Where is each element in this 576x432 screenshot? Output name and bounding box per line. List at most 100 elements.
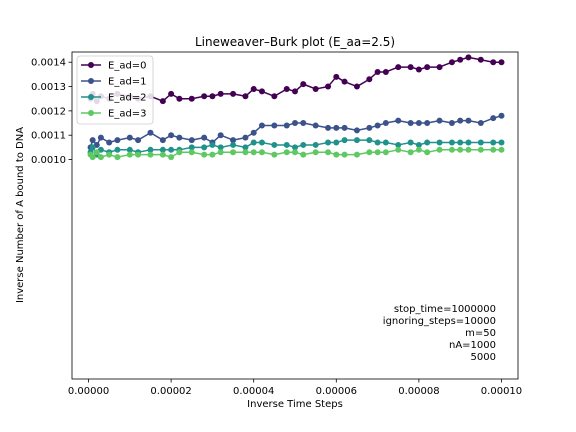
data-point	[457, 56, 464, 63]
data-point	[424, 64, 431, 71]
data-point	[93, 149, 100, 156]
data-point	[292, 88, 298, 95]
data-point	[477, 120, 484, 127]
data-point	[498, 112, 505, 119]
legend-label: E_ad=1	[108, 77, 147, 88]
data-point	[258, 139, 265, 146]
data-point	[366, 137, 373, 144]
data-point	[366, 124, 373, 131]
y-tick-label: 0.0012	[31, 106, 66, 117]
x-tick-label: 0.00002	[150, 386, 191, 397]
legend-label: E_ad=0	[108, 61, 147, 72]
legend-item: E_ad=3	[81, 109, 147, 120]
data-point	[312, 141, 319, 148]
data-point	[176, 95, 183, 102]
data-point	[341, 78, 348, 85]
data-point	[292, 120, 298, 127]
data-point	[209, 93, 216, 100]
data-point	[271, 93, 278, 100]
data-point	[325, 124, 332, 131]
data-point	[106, 151, 113, 158]
y-tick-label: 0.0013	[31, 82, 66, 93]
data-point	[436, 64, 443, 71]
data-point	[283, 122, 290, 129]
data-point	[333, 124, 340, 131]
chart-title: Lineweaver–Burk plot (E_aa=2.5)	[195, 35, 395, 49]
data-point	[176, 134, 183, 141]
data-point	[457, 139, 464, 146]
data-point	[201, 144, 208, 151]
data-point	[395, 117, 402, 124]
data-point	[353, 83, 360, 90]
x-tick-label: 0.00008	[398, 386, 439, 397]
y-axis-label: Inverse Number of A bound to DNA	[15, 127, 26, 303]
data-point	[490, 146, 497, 153]
data-point	[457, 117, 464, 124]
data-point	[283, 149, 290, 156]
data-point	[382, 149, 389, 156]
data-point	[168, 154, 175, 161]
legend-box	[76, 55, 154, 125]
data-point	[147, 151, 154, 158]
annotation-line: ignoring_steps=10000	[383, 316, 496, 327]
data-point	[415, 146, 422, 153]
data-point	[159, 137, 166, 144]
legend-label: E_ad=2	[108, 93, 147, 104]
data-point	[415, 66, 422, 73]
data-point	[325, 83, 332, 90]
data-point	[374, 139, 381, 146]
data-point	[114, 154, 121, 161]
data-point	[353, 127, 360, 134]
annotation-line: nA=1000	[449, 340, 496, 351]
data-point	[217, 149, 224, 156]
data-point	[498, 146, 505, 153]
data-point	[201, 134, 208, 141]
data-point	[242, 134, 249, 141]
data-point	[498, 59, 505, 66]
data-point	[436, 146, 443, 153]
data-point	[424, 149, 431, 156]
y-tick-label: 0.0010	[31, 155, 66, 166]
data-point	[258, 149, 265, 156]
data-point	[395, 64, 402, 71]
data-point	[168, 90, 175, 97]
data-point	[312, 85, 319, 92]
data-point	[382, 139, 389, 146]
data-point	[300, 151, 307, 158]
data-point	[448, 120, 455, 127]
data-point	[188, 95, 195, 102]
data-point	[258, 122, 265, 129]
data-point	[217, 144, 224, 151]
data-point	[147, 146, 154, 153]
legend-item: E_ad=1	[81, 77, 147, 88]
data-point	[333, 139, 340, 146]
data-point	[201, 151, 208, 158]
data-point	[114, 146, 121, 153]
data-point	[415, 141, 422, 148]
data-point	[188, 137, 195, 144]
data-point	[135, 151, 142, 158]
data-point	[114, 137, 121, 144]
data-point	[333, 73, 340, 80]
data-point	[498, 139, 505, 146]
data-point	[230, 149, 237, 156]
data-point	[258, 88, 265, 95]
data-point	[382, 120, 389, 127]
legend-swatch-marker	[88, 94, 94, 100]
data-point	[424, 120, 431, 127]
data-point	[168, 132, 175, 139]
data-point	[436, 117, 443, 124]
data-point	[126, 146, 133, 153]
data-point	[490, 115, 497, 122]
data-point	[89, 154, 96, 161]
data-point	[366, 149, 373, 156]
legend-swatch-marker	[88, 110, 94, 116]
plot-frame	[71, 51, 519, 380]
legend-item: E_ad=2	[81, 93, 147, 104]
y-tick-label: 0.0014	[31, 58, 66, 69]
data-point	[250, 129, 257, 136]
data-point	[168, 146, 175, 153]
data-point	[465, 139, 472, 146]
x-axis-ticks: 0.00000 0.00002 0.00004 0.00006 0.00008 0.000…	[68, 379, 522, 397]
